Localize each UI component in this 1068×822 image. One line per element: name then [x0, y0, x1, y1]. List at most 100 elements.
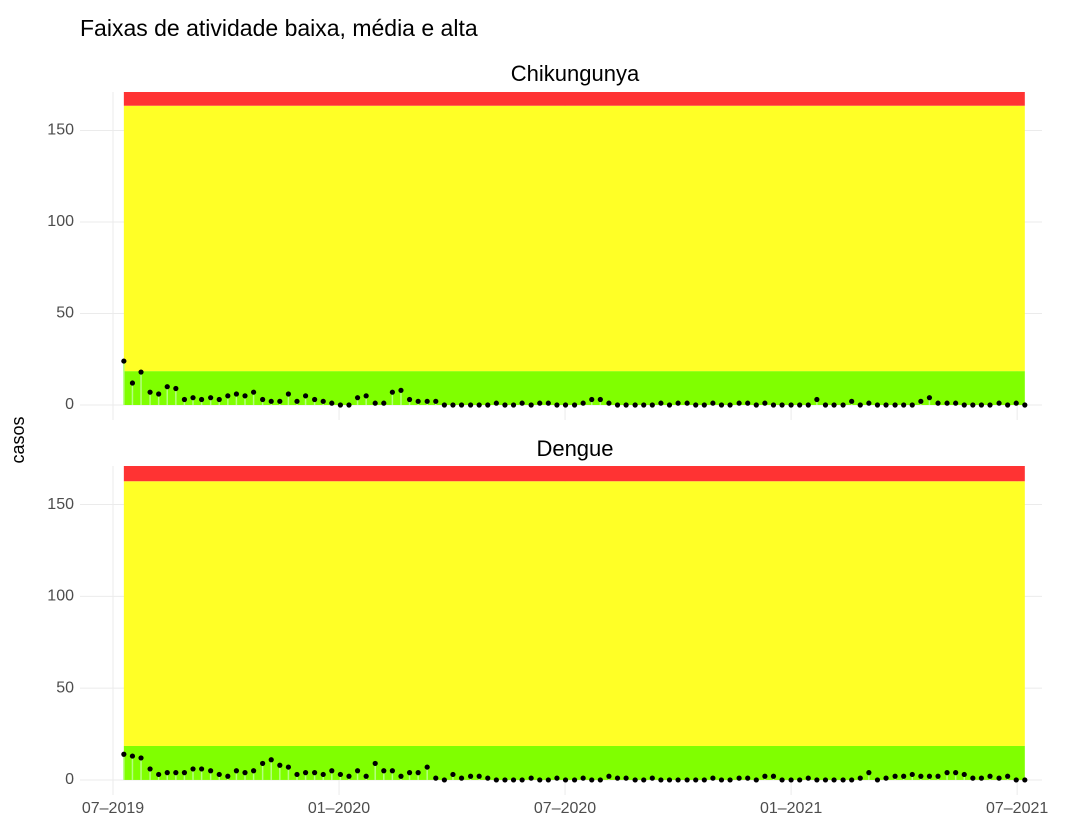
point	[216, 396, 222, 403]
point	[597, 777, 603, 783]
point	[389, 389, 395, 395]
x-tick-label: 07–2019	[82, 800, 144, 817]
point	[329, 768, 335, 774]
point	[623, 402, 629, 408]
point	[901, 773, 907, 779]
point	[978, 402, 985, 408]
point	[883, 402, 889, 408]
point	[398, 387, 404, 393]
point	[147, 389, 153, 395]
point	[874, 402, 881, 408]
point	[970, 402, 976, 408]
point	[693, 402, 699, 408]
point	[242, 770, 248, 776]
activity-band	[123, 92, 1025, 106]
point	[562, 777, 569, 783]
point	[476, 773, 482, 779]
point	[510, 402, 517, 408]
point	[381, 400, 387, 406]
point	[181, 770, 188, 776]
y-axis-label: casos	[8, 416, 28, 463]
point	[831, 777, 837, 783]
point	[614, 775, 621, 781]
point	[666, 402, 673, 408]
activity-band	[123, 745, 1025, 780]
point	[129, 380, 136, 386]
point	[260, 760, 266, 767]
point	[294, 398, 300, 404]
point	[935, 400, 941, 406]
point	[987, 773, 993, 779]
point	[554, 775, 560, 781]
panel-title: Dengue	[536, 436, 613, 461]
point	[121, 358, 127, 364]
point	[216, 771, 222, 778]
point	[571, 402, 578, 408]
point	[554, 402, 560, 408]
point	[467, 402, 474, 408]
point	[458, 402, 465, 408]
point	[398, 773, 404, 779]
point	[840, 402, 846, 408]
point	[736, 775, 742, 781]
point	[493, 777, 499, 783]
y-tick-label: 50	[56, 679, 74, 696]
point	[173, 770, 179, 776]
point	[528, 775, 534, 781]
point	[545, 400, 551, 406]
y-tick-label: 0	[65, 771, 74, 788]
point	[753, 777, 759, 783]
point	[181, 396, 188, 403]
point	[849, 398, 855, 404]
point	[779, 777, 785, 783]
x-tick-label: 07–2020	[534, 800, 596, 817]
point	[312, 396, 318, 403]
point	[485, 775, 491, 781]
point	[1013, 400, 1019, 406]
point	[450, 771, 456, 778]
point	[762, 400, 768, 406]
point	[1022, 777, 1028, 783]
point	[814, 777, 820, 783]
point	[250, 768, 257, 774]
point	[987, 402, 993, 408]
point	[372, 760, 378, 767]
point	[935, 773, 941, 779]
point	[883, 775, 889, 781]
point	[545, 777, 551, 783]
point	[164, 384, 170, 390]
point	[208, 395, 214, 401]
point	[623, 775, 629, 781]
point	[485, 402, 491, 408]
point	[424, 764, 430, 770]
point	[814, 396, 820, 403]
point	[727, 777, 733, 783]
y-tick-label: 100	[47, 588, 74, 605]
point	[129, 753, 136, 759]
point	[363, 773, 369, 779]
point	[840, 777, 846, 783]
point	[874, 777, 881, 783]
panel-title: Chikungunya	[511, 61, 640, 86]
point	[199, 766, 205, 772]
x-tick-label: 01–2021	[760, 800, 822, 817]
point	[641, 777, 647, 783]
point	[302, 393, 309, 399]
point	[190, 395, 196, 401]
point	[190, 766, 196, 772]
point	[528, 402, 534, 408]
point	[701, 777, 707, 783]
point	[164, 770, 170, 776]
point	[649, 402, 655, 408]
point	[277, 762, 283, 768]
point	[562, 402, 569, 408]
point	[363, 393, 369, 399]
point	[294, 771, 300, 778]
point	[441, 402, 447, 408]
point	[337, 771, 343, 778]
point	[580, 775, 586, 781]
activity-band	[123, 481, 1025, 746]
point	[606, 400, 612, 406]
point	[849, 777, 855, 783]
